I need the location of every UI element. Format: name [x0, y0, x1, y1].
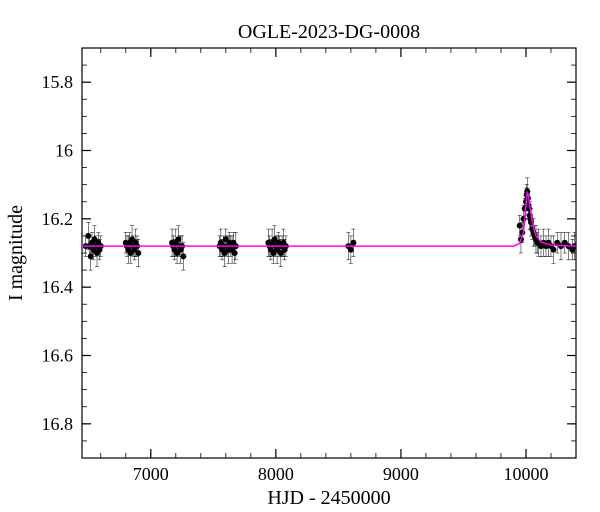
y-tick-label: 16.8: [42, 414, 74, 434]
chart-svg: OGLE-2023-DG-0008 7000 8000 9000 10000 15.8 16…: [0, 0, 600, 512]
data-point: [88, 253, 94, 259]
y-tick-label: 16.4: [42, 277, 74, 297]
data-point: [175, 236, 181, 242]
x-tick-label: 10000: [503, 464, 548, 484]
data-point: [135, 250, 141, 256]
chart-title: OGLE-2023-DG-0008: [238, 21, 420, 43]
y-tick-label: 16.6: [42, 346, 74, 366]
data-point: [350, 240, 356, 246]
plot-frame: [82, 48, 576, 458]
x-tick-label: 7000: [133, 464, 169, 484]
model-line: [82, 192, 576, 247]
data-point: [550, 247, 556, 253]
x-tick-label: 8000: [258, 464, 294, 484]
chart-container: OGLE-2023-DG-0008 7000 8000 9000 10000 15.8 16…: [0, 0, 600, 512]
data-point: [348, 247, 354, 253]
y-tick-label: 16: [55, 141, 73, 161]
y-axis-label: I magnitude: [5, 205, 27, 301]
x-tick-label: 9000: [383, 464, 419, 484]
x-axis-label: HJD - 2450000: [267, 487, 390, 509]
y-tick-label: 16.2: [42, 209, 74, 229]
data-layer: [82, 178, 578, 270]
data-point: [232, 250, 238, 256]
y-tick-label: 15.8: [42, 72, 74, 92]
data-point: [180, 253, 186, 259]
